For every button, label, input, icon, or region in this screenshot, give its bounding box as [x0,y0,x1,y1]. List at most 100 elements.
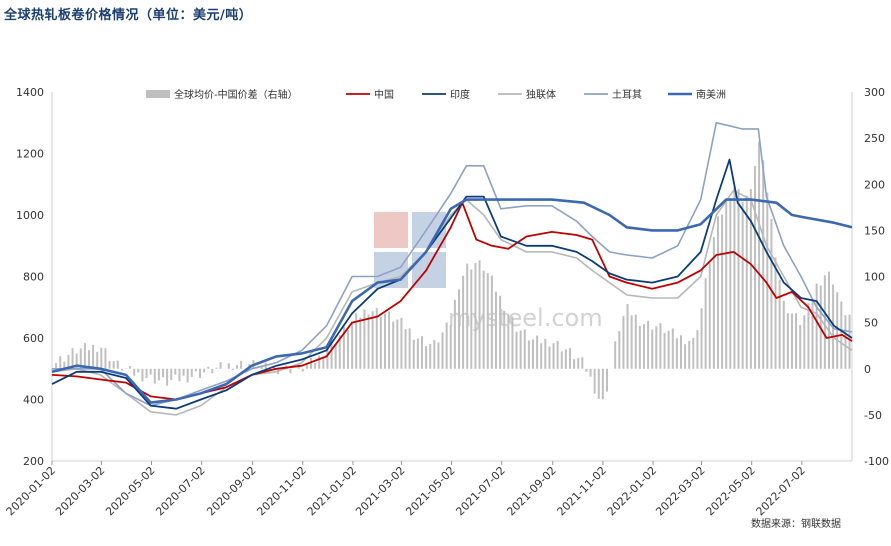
diff-bar [786,313,789,369]
diff-bar [174,368,177,375]
x-tick-label: 2020-11-02 [254,464,308,518]
y-right-tick-label: 100 [864,271,885,284]
diff-bar [478,260,481,369]
diff-bar [227,363,230,369]
diff-bar [116,360,119,369]
diff-bar [355,313,358,369]
y-right-tick-label: -100 [864,455,889,468]
x-tick-label: 2021-07-02 [453,464,507,518]
diff-bar [330,340,333,369]
x-tick-label: 2020-05-02 [103,464,157,518]
diff-bar [552,343,555,369]
diff-bar [96,351,99,369]
diff-bar [314,363,317,369]
diff-bar [758,141,761,369]
x-tick-label: 2022-05-02 [703,464,757,518]
diff-bar [449,324,452,369]
diff-bar [544,338,547,369]
diff-bar [490,275,493,369]
axes: 200 400 600 800 1000 1200 1400 -100 -50 0 50 100 150… [4,86,889,518]
diff-bar [807,303,810,369]
series-line-south_america [51,198,853,404]
watermark: mysteel.com [374,212,603,332]
y-right-tick-label: 50 [864,317,878,330]
legend: 全球均价-中国价差（右轴） 中国 印度 独联体 土耳其 南美洲 [146,88,726,101]
diff-bar [153,368,156,384]
diff-bar [634,314,637,369]
diff-bar [749,189,752,369]
diff-bar [679,335,682,369]
diff-bar [157,368,160,381]
diff-bar [383,313,386,369]
diff-bar [540,343,543,369]
diff-bar [470,269,473,369]
diff-bar [503,310,506,369]
diff-bar [651,329,654,369]
diff-bar [507,313,510,369]
diff-bar [811,299,814,369]
diff-bar [684,344,687,369]
diff-bar [523,329,526,369]
diff-bar [593,368,596,394]
diff-bar [733,186,736,369]
diff-bar [186,368,189,383]
diff-bar [499,295,502,369]
diff-bar [207,366,210,369]
diff-bar [753,166,756,369]
diff-bar [642,324,645,369]
diff-bar [626,303,629,369]
diff-bar [515,331,518,369]
diff-bar [289,368,292,374]
diff-bar [725,200,728,369]
diff-bar [675,338,678,369]
diff-bar [762,160,765,369]
diff-bar [531,339,534,369]
diff-bar [235,365,238,369]
diff-bar [170,368,173,381]
diff-bar [696,330,699,369]
diff-bar [211,368,214,374]
diff-bar [630,315,633,369]
diff-bar [453,299,456,369]
diff-bar [231,368,234,370]
x-tick-label: 2020-03-02 [53,464,107,518]
diff-bar [104,348,107,369]
diff-bar [375,307,378,369]
diff-bar [87,350,90,369]
diff-bar [371,311,374,369]
diff-bar [351,321,354,369]
diff-bar [301,368,304,372]
y-left-tick-label: 200 [23,455,44,468]
diff-bar [527,340,530,369]
diff-bar [129,366,132,369]
diff-bar [638,325,641,369]
diff-bar [433,340,436,369]
diff-bar [400,317,403,369]
diff-bar [721,214,724,369]
diff-bar [803,315,806,369]
diff-bar [799,325,802,369]
x-tick-label: 2020-09-02 [204,464,258,518]
diff-bar [396,319,399,369]
series-line-turkey [52,122,853,407]
diff-bar [647,320,650,369]
y-right-tick-label: 150 [864,224,885,237]
diff-bar [194,368,197,372]
diff-bar [322,358,325,369]
diff-bar [219,362,222,369]
diff-bar [437,342,440,369]
diff-bar [618,330,621,369]
diff-bar [305,364,308,369]
diff-bar [367,314,370,369]
diff-bar [79,348,82,369]
legend-label-diff_bars: 全球均价-中国价差（右轴） [174,88,298,101]
diff-bar [318,355,321,369]
diff-bar [203,368,206,373]
price-lines [51,122,853,416]
diff-bar [342,326,345,369]
diff-bar [388,311,391,369]
diff-bar [745,195,748,369]
y-right-tick-label: -50 [864,409,882,422]
diff-bar [737,189,740,369]
